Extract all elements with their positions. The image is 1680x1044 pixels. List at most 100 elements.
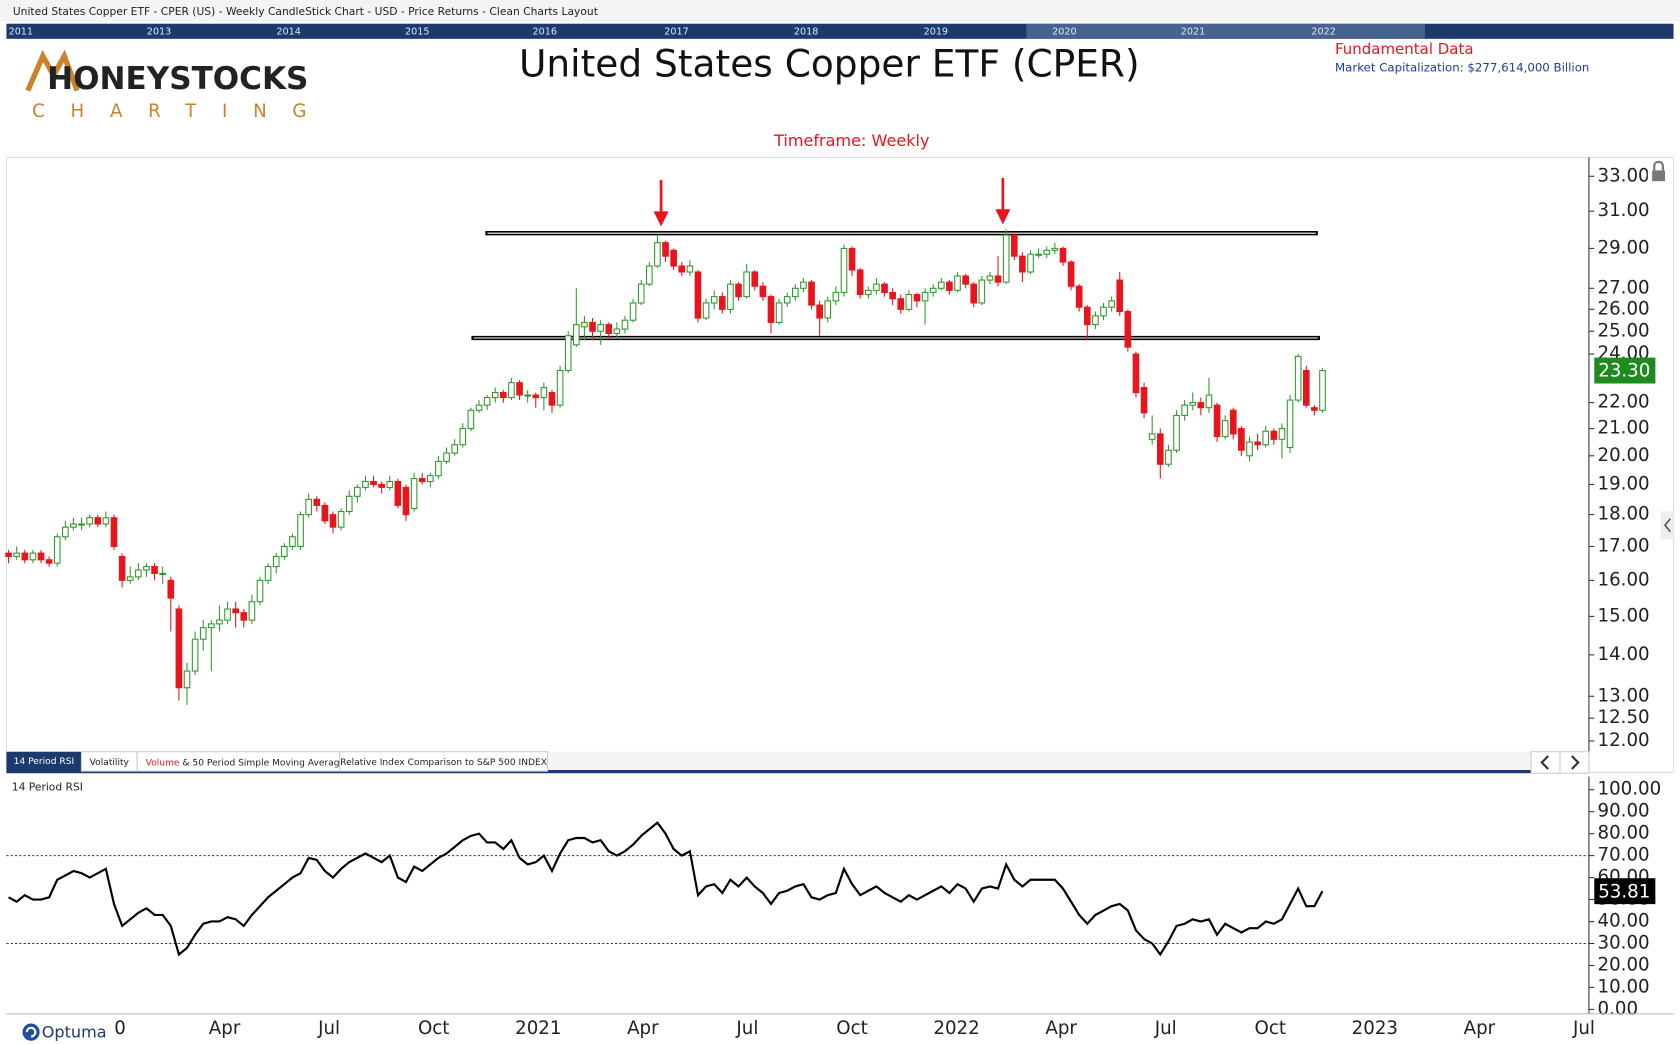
y-tick-label: 20.00: [1598, 445, 1650, 466]
candle-body: [345, 495, 353, 513]
candle-body: [475, 404, 483, 411]
candle-body: [645, 265, 653, 285]
tab-rsi[interactable]: [6, 751, 82, 772]
year-strip-window[interactable]: [1026, 23, 1425, 39]
candle-body: [897, 298, 905, 310]
year-label: 2015: [405, 26, 429, 37]
candle-body: [37, 552, 45, 561]
candle-body: [337, 510, 345, 528]
candle-body: [670, 249, 677, 267]
y-tick-label: 100.00: [1598, 779, 1662, 800]
candle-body: [386, 480, 394, 488]
subtitle: Timeframe: Weekly: [773, 131, 930, 150]
candle-body: [45, 559, 53, 564]
lock-icon: [1652, 170, 1665, 182]
candle-body: [1148, 433, 1156, 440]
candle-body: [1294, 355, 1302, 401]
candle-body: [743, 271, 750, 298]
candle-body: [1254, 441, 1261, 446]
candle-body: [143, 566, 150, 571]
candle-body: [759, 285, 767, 298]
candle-body: [1262, 430, 1270, 446]
candle-body: [556, 370, 564, 406]
candle-body: [1205, 394, 1213, 409]
candle-body: [524, 394, 531, 397]
year-label: 2021: [1181, 26, 1205, 37]
y-tick-label: 70.00: [1598, 845, 1650, 866]
year-label: 2014: [276, 26, 300, 37]
candle-body: [232, 608, 239, 614]
candle-body: [905, 293, 913, 310]
arrow-head: [653, 211, 669, 227]
candle-body: [467, 409, 475, 430]
scroll-left[interactable]: [1530, 751, 1561, 774]
candle-body: [443, 452, 450, 462]
candle-body: [1270, 430, 1278, 440]
candle-body: [1229, 409, 1237, 435]
x-tick-label: Apr: [209, 1018, 241, 1039]
candle-body: [5, 552, 12, 557]
candle-body: [1246, 441, 1253, 457]
tab-relative[interactable]: [339, 751, 549, 772]
candle-body: [191, 638, 199, 672]
year-label: 2011: [9, 26, 33, 37]
y-tick-label: 31.00: [1598, 200, 1650, 221]
candle-body: [459, 428, 467, 446]
tab-volume-word[interactable]: Volume: [146, 758, 180, 768]
candle-body: [516, 382, 523, 396]
candle-body: [1140, 387, 1148, 414]
scroll-right[interactable]: [1559, 751, 1590, 774]
brand-icon-mark: [25, 1026, 37, 1038]
candle-body: [954, 275, 961, 291]
candle-body: [937, 281, 945, 289]
candle-body: [800, 281, 807, 289]
y-tick-label: 0.00: [1598, 998, 1639, 1019]
x-tick-label: Jul: [735, 1018, 758, 1039]
side-toggle[interactable]: [1660, 511, 1674, 540]
x-tick-label: 2021: [515, 1018, 561, 1039]
candle-body: [102, 517, 110, 525]
candle-body: [1165, 449, 1172, 465]
candle-body: [1083, 306, 1091, 326]
y-tick-label: 19.00: [1598, 473, 1650, 494]
candle-body: [354, 486, 361, 497]
candle-body: [994, 275, 1002, 283]
x-tick-label: Oct: [418, 1018, 449, 1039]
last-price-tag: [1594, 357, 1656, 384]
candle-body: [378, 483, 385, 488]
y-tick-label: 26.00: [1598, 298, 1650, 319]
last-price-label: 23.30: [1598, 361, 1650, 382]
candle-body: [1156, 433, 1164, 465]
y-tick-label: 14.00: [1598, 644, 1650, 665]
y-tick-label: 29.00: [1598, 237, 1650, 258]
tab-volatility-label[interactable]: Volatility: [90, 758, 130, 768]
candle-body: [881, 283, 888, 293]
tab-volume-rest[interactable]: & 50 Period Simple Moving Average: [180, 758, 346, 768]
candle-body: [1213, 404, 1221, 438]
candle-body: [281, 545, 288, 557]
candle-body: [678, 265, 686, 273]
tab-relative-label[interactable]: Relative Index Comparison to S&P 500 IND…: [340, 758, 547, 768]
y-tick-label: 21.00: [1598, 418, 1650, 439]
caption-bar: [0, 0, 1680, 22]
candle-body: [710, 296, 718, 304]
lock-shackle: [1653, 160, 1664, 171]
candle-body: [824, 300, 832, 319]
tab-rsi-label[interactable]: 14 Period RSI: [14, 757, 75, 767]
candle-body: [508, 382, 515, 399]
candle-body: [921, 291, 929, 302]
year-label: 2013: [147, 26, 171, 37]
candle-body: [321, 504, 329, 522]
candle-body: [29, 552, 37, 561]
candle-body: [418, 478, 426, 483]
candle-body: [208, 623, 215, 629]
candle-body: [1221, 420, 1229, 438]
candle-body: [1319, 370, 1326, 411]
y-tick-label: 27.00: [1598, 277, 1650, 298]
candle-body: [775, 302, 783, 323]
candle-body: [1108, 300, 1115, 308]
tab-volume-label[interactable]: Volume & 50 Period Simple Moving Average: [146, 758, 346, 768]
candle-body: [175, 608, 183, 689]
